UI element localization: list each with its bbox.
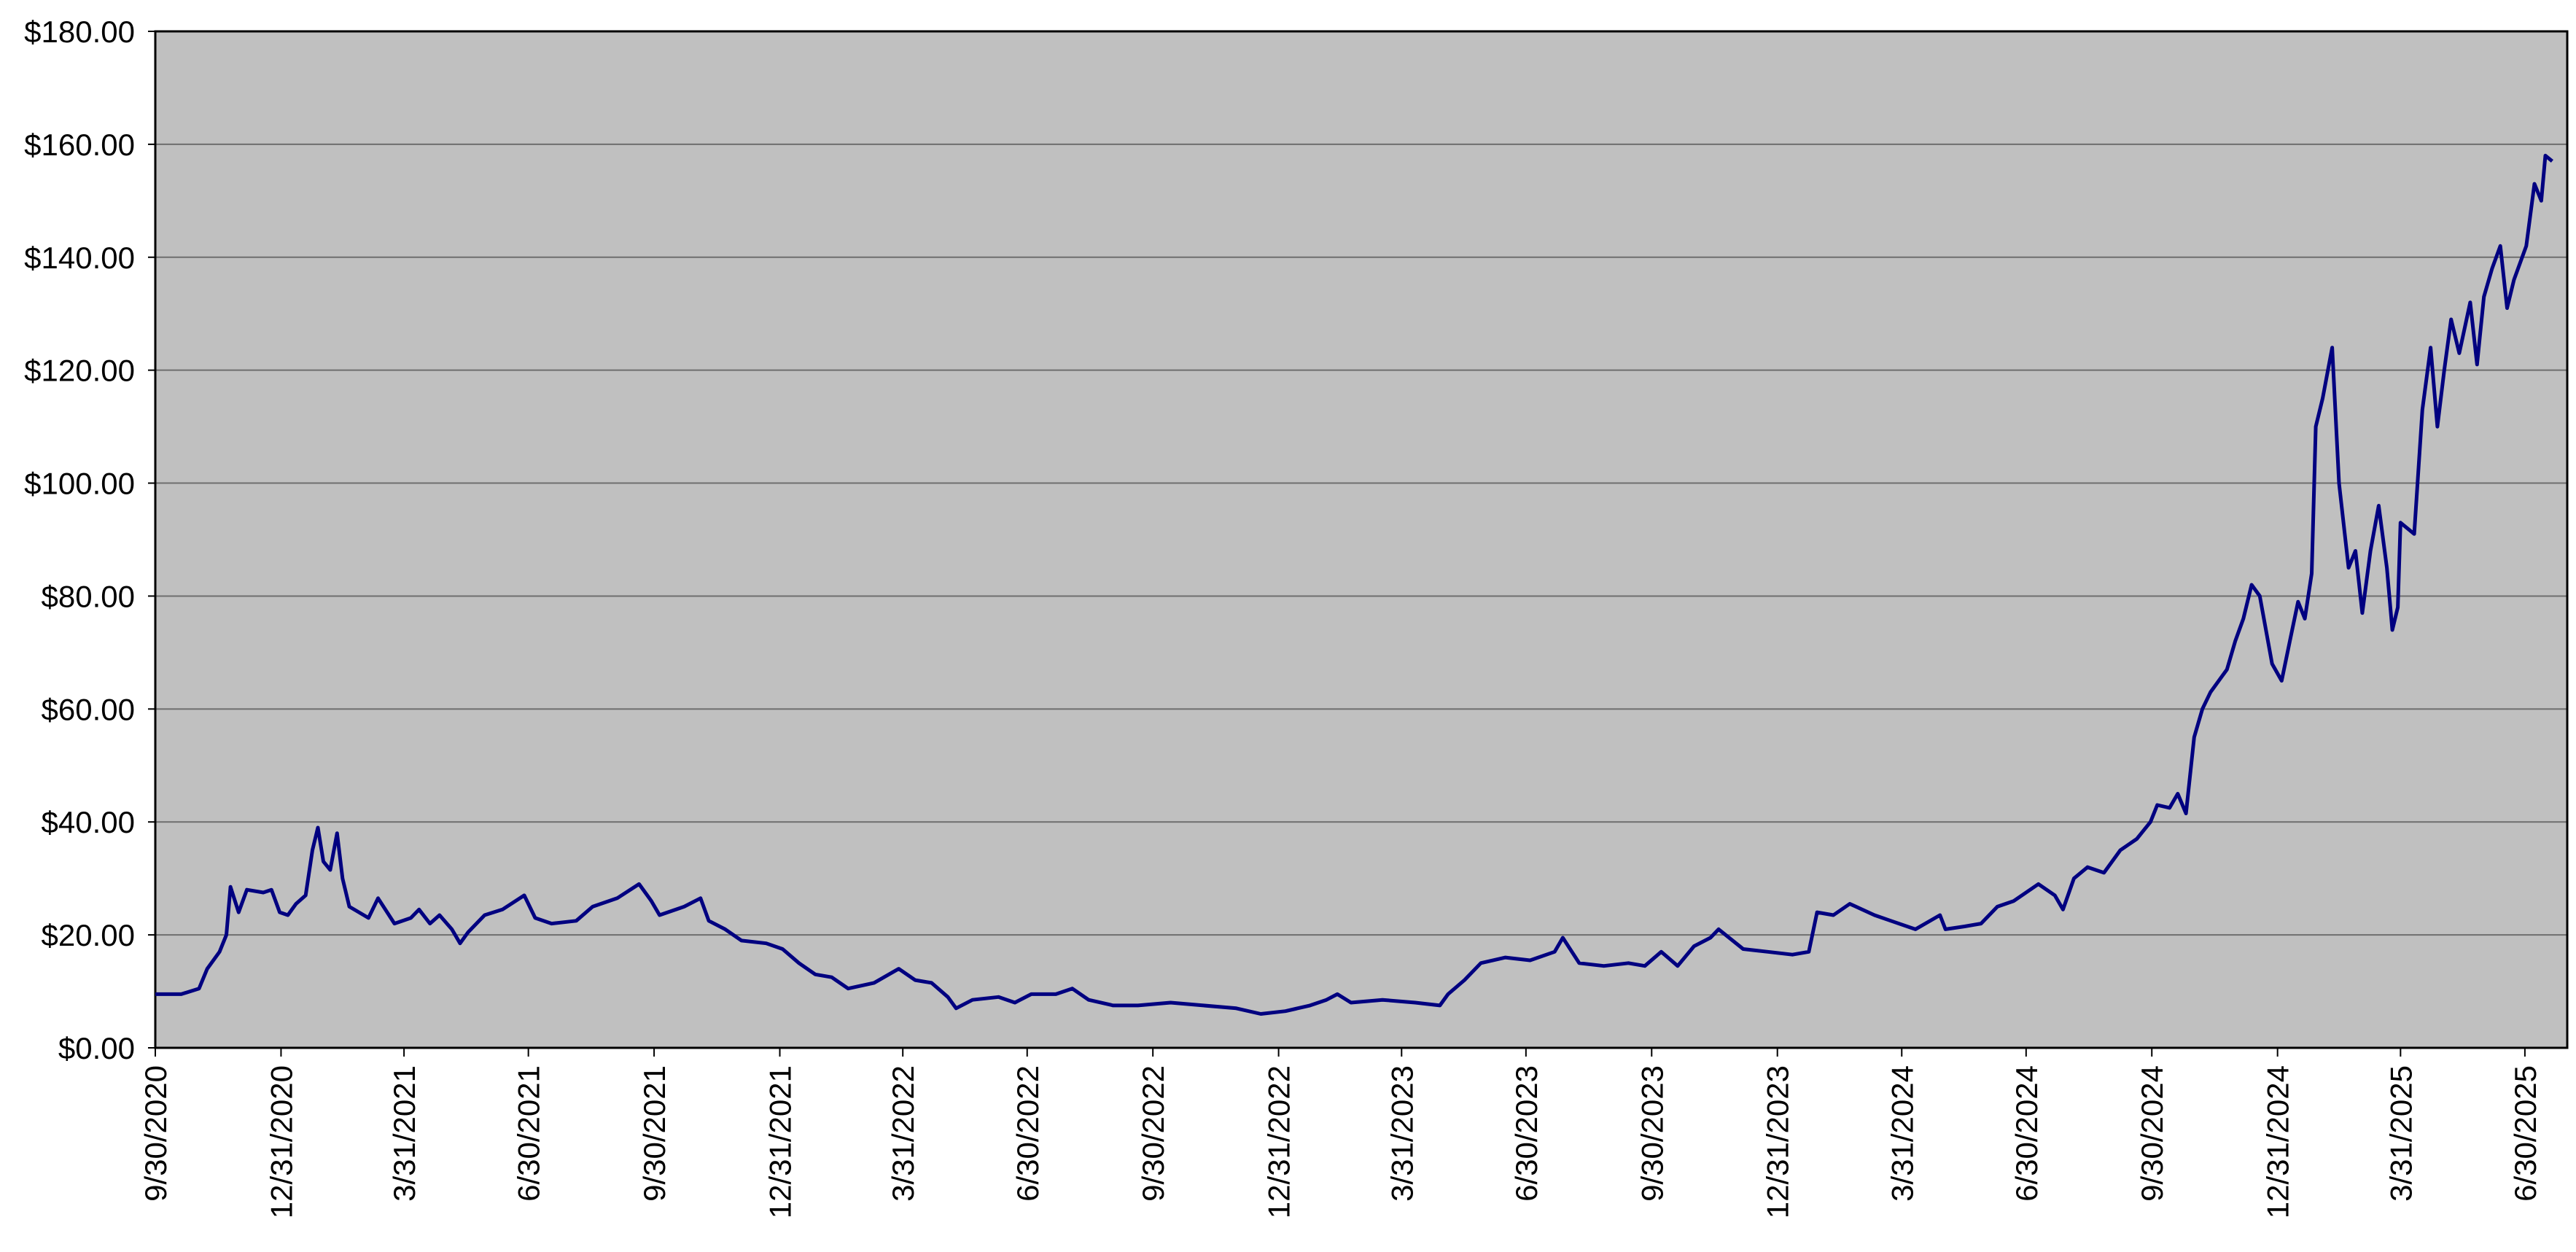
x-tick-label: 9/30/2021 <box>637 1065 672 1202</box>
x-tick-label: 6/30/2022 <box>1011 1065 1045 1202</box>
x-tick-label: 3/31/2022 <box>886 1065 920 1202</box>
y-tick-label: $180.00 <box>24 15 135 49</box>
plot-border <box>154 30 2569 1049</box>
y-tick-label: $160.00 <box>24 128 135 162</box>
x-tick-label: 6/30/2023 <box>1509 1065 1544 1202</box>
x-tick-label: 6/30/2021 <box>512 1065 546 1202</box>
x-tick-label: 12/31/2020 <box>264 1065 298 1218</box>
x-tick-label: 3/31/2024 <box>1885 1065 1919 1202</box>
y-tick-label: $100.00 <box>24 467 135 501</box>
price-line <box>155 153 2553 1016</box>
y-tick-label: $20.00 <box>42 918 135 952</box>
plot-area <box>155 31 2567 1048</box>
x-tick-label: 6/30/2024 <box>2009 1065 2044 1202</box>
x-tick-label: 9/30/2024 <box>2135 1065 2169 1202</box>
y-tick-label: $120.00 <box>24 354 135 388</box>
x-tick-label: 12/31/2023 <box>1761 1065 1795 1218</box>
y-tick-label: $60.00 <box>42 692 135 726</box>
x-tick-label: 9/30/2023 <box>1635 1065 1669 1202</box>
y-tick-label: $140.00 <box>24 241 135 275</box>
y-tick-label: $80.00 <box>42 579 135 613</box>
x-tick-label: 12/31/2021 <box>763 1065 798 1218</box>
y-tick-label: $40.00 <box>42 805 135 839</box>
x-tick-label: 9/30/2020 <box>139 1065 173 1202</box>
x-tick-label: 3/31/2025 <box>2384 1065 2418 1202</box>
x-tick-label: 12/31/2024 <box>2261 1065 2295 1218</box>
y-tick-label: $0.00 <box>58 1031 135 1065</box>
x-tick-label: 3/31/2021 <box>387 1065 421 1202</box>
x-tick-label: 6/30/2025 <box>2508 1065 2542 1202</box>
x-tick-label: 9/30/2022 <box>1136 1065 1170 1202</box>
x-tick-label: 3/31/2023 <box>1385 1065 1419 1202</box>
x-tick-label: 12/31/2022 <box>1262 1065 1296 1218</box>
